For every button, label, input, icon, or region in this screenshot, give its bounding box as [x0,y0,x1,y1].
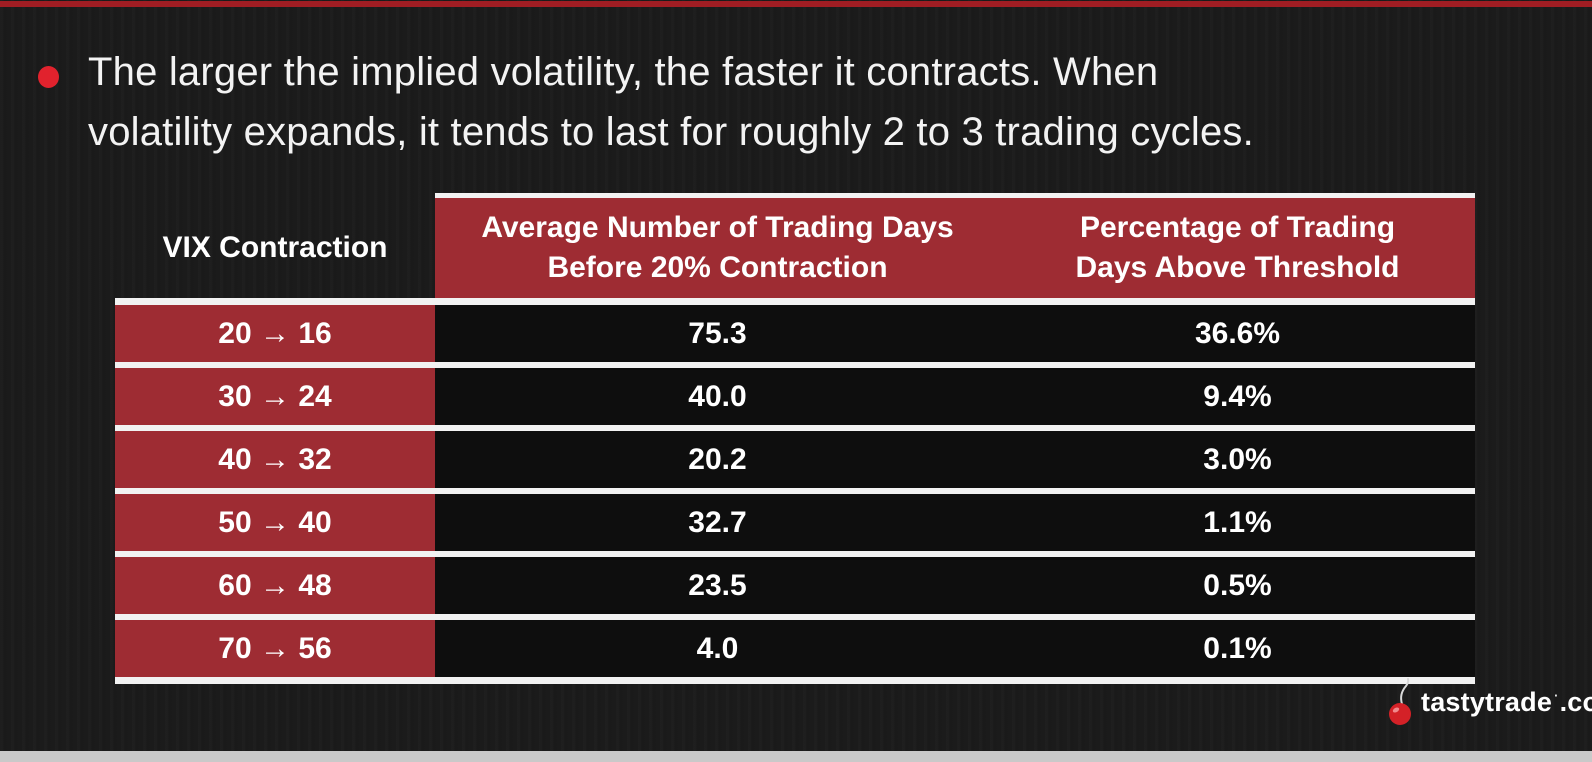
header-vix-contraction: VIX Contraction [162,231,388,264]
slide-headline: The larger the implied volatility, the f… [88,42,1254,162]
header-avg-trading-days: Average Number of Trading Days Before 20… [435,198,1000,298]
header-avg-line-1: Average Number of Trading Days [481,211,954,244]
vix-range-cell: 70 → 56 [115,620,435,677]
tastytrade-logo: tastytrade·.com [1388,674,1592,730]
vix-range-cell: 20 → 16 [115,305,435,362]
avg-days-cell: 23.5 [435,557,1000,614]
table-row: 50 → 40 32.7 1.1% [115,494,1475,557]
vix-range-cell: 40 → 32 [115,431,435,488]
top-accent-bar [0,1,1592,7]
avg-days-cell: 4.0 [435,620,1000,677]
header-red-band: Average Number of Trading Days Before 20… [435,193,1475,298]
avg-days-cell: 75.3 [435,305,1000,362]
vix-range-cell: 50 → 40 [115,494,435,551]
pct-cell: 0.1% [1000,620,1475,677]
table-body: 20 → 16 75.3 36.6% 30 → 24 40.0 9.4% 40 … [115,298,1475,684]
pct-cell: 1.1% [1000,494,1475,551]
table-row: 20 → 16 75.3 36.6% [115,305,1475,368]
vix-contraction-table: VIX Contraction Average Number of Tradin… [115,193,1475,684]
cherry-icon [1389,678,1411,725]
logo-separator-dot: · [1554,688,1559,703]
header-avg-line-2: Before 20% Contraction [547,251,888,284]
pct-cell: 0.5% [1000,557,1475,614]
header-pct-line-2: Days Above Threshold [1075,251,1400,284]
logo-name: tastytrade [1421,687,1553,717]
table-row: 30 → 24 40.0 9.4% [115,368,1475,431]
table-row: 60 → 48 23.5 0.5% [115,557,1475,620]
headline-line-1: The larger the implied volatility, the f… [88,50,1159,94]
headline-line-2: volatility expands, it tends to last for… [88,110,1254,154]
avg-days-cell: 40.0 [435,368,1000,425]
bullet-point-icon [38,66,59,88]
tastytrade-wordmark: tastytrade·.com [1421,687,1592,718]
avg-days-cell: 32.7 [435,494,1000,551]
pct-cell: 9.4% [1000,368,1475,425]
pct-cell: 36.6% [1000,305,1475,362]
pct-cell: 3.0% [1000,431,1475,488]
vix-range-cell: 30 → 24 [115,368,435,425]
avg-days-cell: 20.2 [435,431,1000,488]
bottom-edge-strip [0,751,1592,762]
table-header-row: VIX Contraction Average Number of Tradin… [115,193,1475,298]
header-pct-line-1: Percentage of Trading [1079,211,1396,244]
vix-range-cell: 60 → 48 [115,557,435,614]
table-row: 40 → 32 20.2 3.0% [115,431,1475,494]
header-pct-above-threshold: Percentage of Trading Days Above Thresho… [1000,198,1475,298]
logo-tld: .com [1559,687,1592,717]
table-row: 70 → 56 4.0 0.1% [115,620,1475,684]
